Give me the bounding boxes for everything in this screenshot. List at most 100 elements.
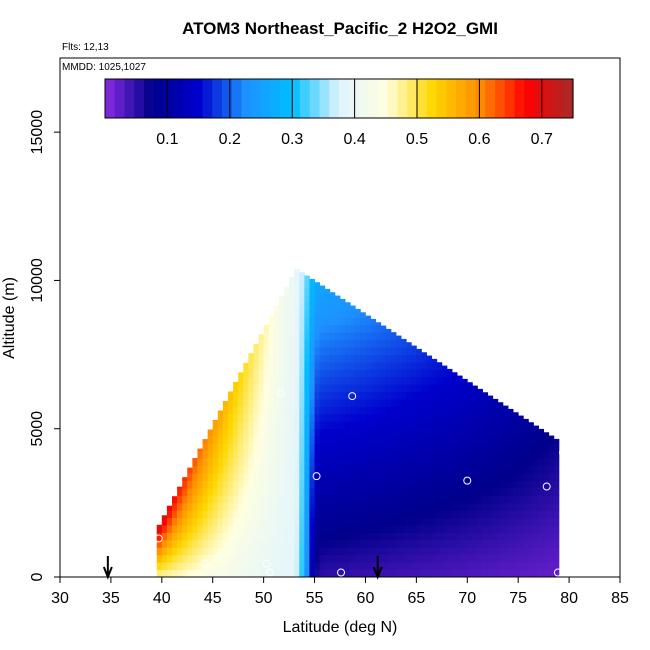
heatmap-cell — [340, 347, 346, 355]
heatmap-cell — [334, 532, 341, 541]
heatmap-cell — [273, 369, 280, 378]
heatmap-cell — [319, 361, 326, 370]
heatmap-cell — [278, 339, 285, 348]
heatmap-cell — [243, 413, 249, 422]
heatmap-cell — [482, 562, 489, 570]
colorbar-cell — [426, 79, 438, 118]
heatmap-cell — [518, 495, 524, 504]
colorbar-cell — [563, 79, 574, 118]
heatmap-cell — [233, 532, 239, 541]
heatmap-cell — [212, 420, 219, 422]
heatmap-cell — [299, 554, 305, 563]
heatmap-cell — [161, 547, 168, 556]
heatmap-cell — [273, 428, 280, 437]
heatmap-cell — [396, 554, 402, 563]
heatmap-cell — [380, 458, 387, 467]
heatmap-cell — [502, 480, 509, 489]
colorbar-cell — [329, 79, 340, 118]
heatmap-cell — [411, 369, 417, 378]
heatmap-cell — [217, 569, 224, 578]
heatmap-cell — [390, 525, 397, 533]
heatmap-cell — [508, 480, 514, 489]
heatmap-cell — [202, 480, 209, 489]
heatmap-cell — [452, 436, 458, 444]
heatmap-cell — [258, 376, 265, 385]
heatmap-cell — [268, 473, 275, 482]
heatmap-cell — [284, 428, 290, 437]
heatmap-cell — [421, 517, 427, 526]
heatmap-cell — [233, 488, 239, 496]
heatmap-cell — [502, 458, 509, 467]
heatmap-cell — [278, 324, 285, 333]
heatmap-cell — [314, 376, 321, 385]
heatmap-cell — [345, 569, 351, 578]
heatmap-cell — [294, 399, 300, 407]
heatmap-cell — [472, 517, 478, 526]
heatmap-cell — [436, 406, 443, 415]
colorbar-cell — [261, 79, 272, 118]
heatmap-cell — [222, 465, 229, 474]
heatmap-cell — [258, 421, 265, 430]
heatmap-cell — [441, 365, 448, 370]
heatmap-cell — [273, 465, 280, 474]
heatmap-cell — [289, 539, 295, 548]
heatmap-cell — [233, 539, 239, 548]
heatmap-cell — [334, 361, 341, 370]
heatmap-cell — [416, 473, 422, 482]
heatmap-cell — [548, 510, 555, 519]
heatmap-cell — [436, 525, 443, 533]
heatmap-cell — [319, 369, 326, 378]
heatmap-cell — [228, 480, 234, 489]
heatmap-cell — [497, 480, 504, 489]
heatmap-cell — [233, 465, 239, 474]
heatmap-cell — [390, 562, 397, 570]
heatmap-cell — [263, 413, 270, 422]
heatmap-cell — [233, 384, 239, 393]
heatmap-cell — [217, 413, 224, 422]
heatmap-cell — [477, 399, 483, 407]
heatmap-cell — [426, 413, 433, 422]
heatmap-cell — [436, 421, 443, 430]
heatmap-cell — [304, 339, 310, 348]
heatmap-cell — [406, 361, 412, 370]
heatmap-cell — [304, 280, 310, 289]
heatmap-cell — [502, 450, 509, 459]
heatmap-cell — [233, 525, 239, 533]
heatmap-cell — [278, 376, 285, 385]
heatmap-cell — [177, 510, 183, 519]
heatmap-cell — [355, 554, 361, 563]
heatmap-cell — [416, 369, 422, 378]
heatmap-cell — [202, 495, 209, 504]
heatmap-cell — [406, 450, 412, 459]
heatmap-cell — [340, 517, 346, 526]
heatmap-cell — [446, 369, 453, 378]
heatmap-cell — [375, 488, 382, 496]
colorbar-cell — [524, 79, 535, 118]
heatmap-cell — [340, 310, 346, 318]
heatmap-cell — [446, 465, 453, 474]
heatmap-cell — [166, 562, 173, 570]
heatmap-cell — [248, 443, 254, 452]
heatmap-cell — [355, 428, 361, 437]
heatmap-cell — [177, 488, 183, 496]
heatmap-cell — [472, 495, 478, 504]
heatmap-cell — [207, 532, 214, 541]
heatmap-cell — [243, 547, 249, 556]
heatmap-cell — [548, 443, 555, 452]
heatmap-cell — [299, 502, 305, 511]
heatmap-cell — [401, 399, 407, 407]
heatmap-cell — [273, 324, 280, 333]
heatmap-cell — [406, 399, 412, 407]
heatmap-cell — [421, 495, 427, 504]
heatmap-cell — [553, 554, 560, 563]
heatmap-cell — [273, 406, 280, 415]
heatmap-cell — [411, 436, 417, 444]
heatmap-cell — [436, 562, 443, 570]
heatmap-cell — [360, 525, 366, 533]
heatmap-cell — [467, 436, 473, 444]
heatmap-cell — [314, 480, 321, 489]
heatmap-cell — [345, 517, 351, 526]
heatmap-cell — [248, 399, 254, 407]
heatmap-cell — [538, 569, 545, 578]
heatmap-cell — [446, 443, 453, 452]
